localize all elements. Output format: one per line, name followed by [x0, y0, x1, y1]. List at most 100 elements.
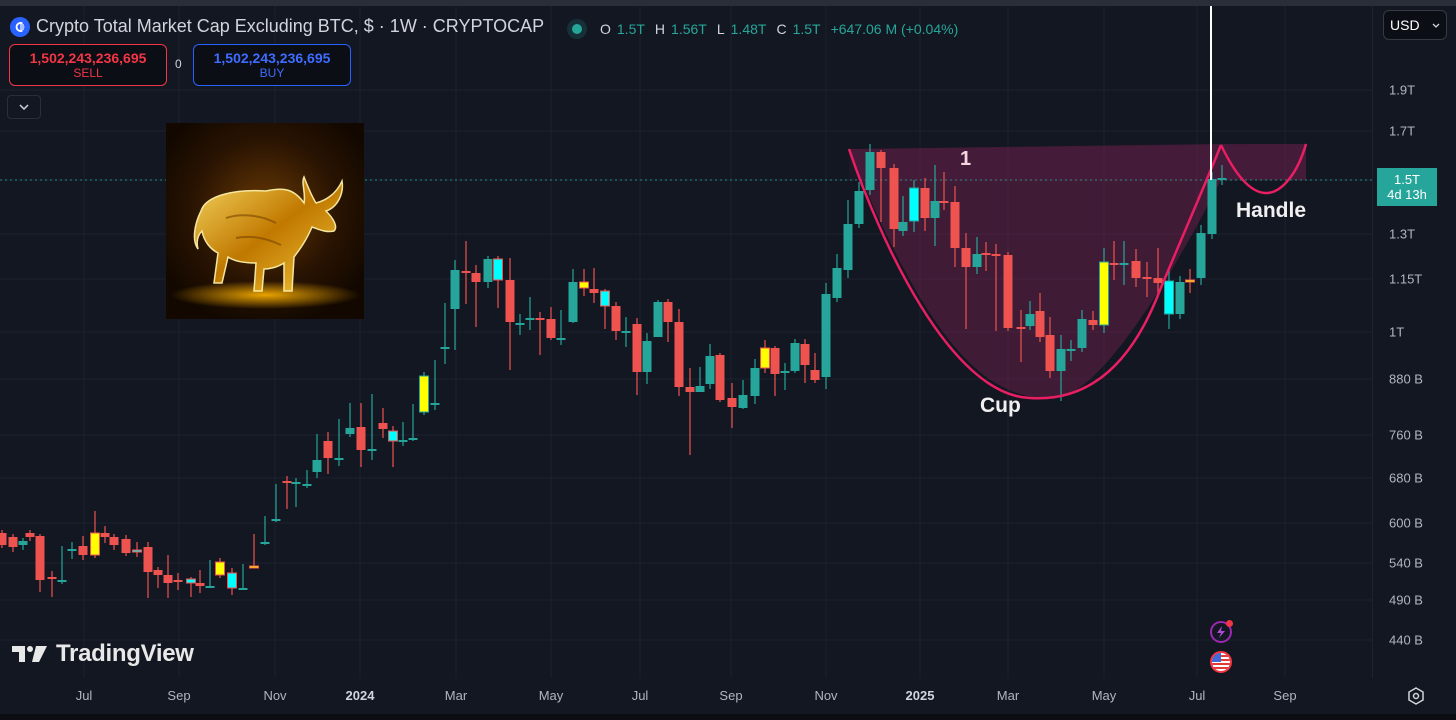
- time-tick-label: Jul: [1188, 688, 1206, 703]
- candle: [750, 359, 760, 404]
- candles: [0, 144, 1227, 598]
- price-tick-label: 600 B: [1389, 515, 1423, 531]
- low-label: L: [716, 21, 725, 37]
- time-tick-label: Mar: [444, 688, 468, 703]
- candle: [282, 476, 292, 509]
- candle: [800, 339, 810, 383]
- time-tick-label: Sep: [1273, 688, 1297, 703]
- candle: [215, 558, 225, 578]
- ohlc-values: O 1.5T H 1.56T L 1.48T C 1.5T +647.06 M (+0.…: [572, 21, 962, 37]
- price-tick-label: 680 B: [1389, 470, 1423, 486]
- candle: [249, 534, 259, 569]
- candle: [471, 265, 481, 327]
- chevron-down-icon: [1432, 23, 1440, 28]
- time-tick-label: 2025: [905, 688, 935, 703]
- candle: [153, 567, 163, 588]
- chart-pane[interactable]: Crypto Total Market Cap Excluding BTC, $…: [0, 6, 1372, 678]
- candle: [535, 312, 545, 355]
- candle: [1153, 248, 1163, 297]
- sell-button[interactable]: 1,502,243,236,695 SELL: [9, 44, 167, 86]
- candle: [483, 256, 493, 288]
- window-bottom-strip: [0, 714, 1456, 720]
- candle: [163, 555, 173, 598]
- low-value: 1.48T: [730, 21, 767, 37]
- candle: [430, 360, 440, 410]
- price-axis[interactable]: USD 1.9T 1.7T 1.3T 1.15T 1T 880 B 760 B 680 B 60…: [1372, 6, 1456, 678]
- candle: [760, 340, 770, 373]
- candle: [515, 314, 525, 335]
- tradingview-wordmark: TradingView: [56, 640, 194, 667]
- candle: [25, 530, 35, 541]
- candle: [546, 307, 556, 340]
- candle: [345, 403, 355, 437]
- candle: [876, 150, 886, 222]
- time-tick-label: Sep: [719, 688, 743, 703]
- open-value: 1.5T: [616, 21, 645, 37]
- handle-curve: [1219, 143, 1308, 195]
- collapse-legend-button[interactable]: [7, 95, 41, 119]
- symbol-legend: Crypto Total Market Cap Excluding BTC, $…: [10, 16, 544, 37]
- window-top-strip: [0, 0, 1456, 6]
- high-value: 1.56T: [671, 21, 707, 37]
- us-flag-economic-event-icon[interactable]: [1210, 651, 1232, 673]
- buy-label: BUY: [259, 66, 285, 80]
- price-tick-label: 1T: [1389, 324, 1405, 340]
- open-label: O: [600, 21, 611, 37]
- candlestick-chart[interactable]: [0, 6, 1372, 678]
- candle: [705, 344, 715, 389]
- candle: [356, 403, 366, 467]
- candle: [556, 310, 566, 345]
- candle: [930, 165, 940, 246]
- price-tick-label: 1.7T: [1389, 123, 1416, 139]
- candle: [611, 302, 621, 340]
- cup-curve: [847, 144, 1223, 400]
- cup-and-handle-curves: [847, 143, 1308, 400]
- candle: [143, 542, 153, 598]
- tradingview-watermark[interactable]: TradingView: [12, 640, 194, 668]
- candle: [821, 283, 831, 389]
- candle: [67, 542, 77, 559]
- candle: [1164, 269, 1174, 329]
- market-status-dot-icon[interactable]: [572, 24, 582, 34]
- candle: [1142, 262, 1152, 297]
- cup-label: Cup: [980, 394, 1021, 417]
- candle: [1099, 248, 1109, 333]
- candle: [505, 258, 515, 370]
- candle: [961, 233, 971, 329]
- candle: [790, 339, 800, 373]
- cup-and-handle-pattern: [849, 144, 1306, 399]
- candle: [271, 484, 281, 522]
- notification-dot: [1226, 620, 1233, 627]
- sell-price: 1,502,243,236,695: [29, 50, 147, 66]
- currency-selector[interactable]: USD: [1383, 10, 1447, 40]
- candle: [450, 260, 460, 350]
- candle: [78, 536, 88, 560]
- candle: [920, 178, 930, 231]
- candle: [621, 317, 631, 347]
- candle: [1088, 311, 1098, 330]
- lightning-event-icon[interactable]: [1210, 620, 1233, 643]
- candle: [674, 309, 684, 396]
- candle: [8, 534, 18, 552]
- candle: [109, 534, 119, 550]
- axis-settings-button[interactable]: [1406, 686, 1426, 706]
- time-axis[interactable]: Jul Sep Nov 2024 Mar May Jul Sep Nov 2025 Mar May Ju…: [0, 678, 1372, 714]
- candle: [865, 144, 875, 195]
- time-tick-label: Mar: [996, 688, 1020, 703]
- candle: [121, 535, 131, 556]
- price-tick-label: 490 B: [1389, 592, 1423, 608]
- candle: [663, 299, 673, 342]
- price-tick-label: 540 B: [1389, 555, 1423, 571]
- candle: [0, 530, 7, 548]
- candle: [47, 571, 57, 597]
- candle: [312, 434, 322, 478]
- tradingview-logo-icon: [12, 646, 47, 662]
- candle: [1185, 269, 1195, 293]
- candle: [461, 241, 471, 304]
- buy-button[interactable]: 1,502,243,236,695 BUY: [193, 44, 351, 86]
- symbol-title[interactable]: Crypto Total Market Cap Excluding BTC, $…: [36, 16, 545, 36]
- candle: [493, 256, 503, 308]
- time-tick-label: Nov: [814, 688, 838, 703]
- candle: [780, 363, 790, 390]
- candle: [195, 570, 205, 593]
